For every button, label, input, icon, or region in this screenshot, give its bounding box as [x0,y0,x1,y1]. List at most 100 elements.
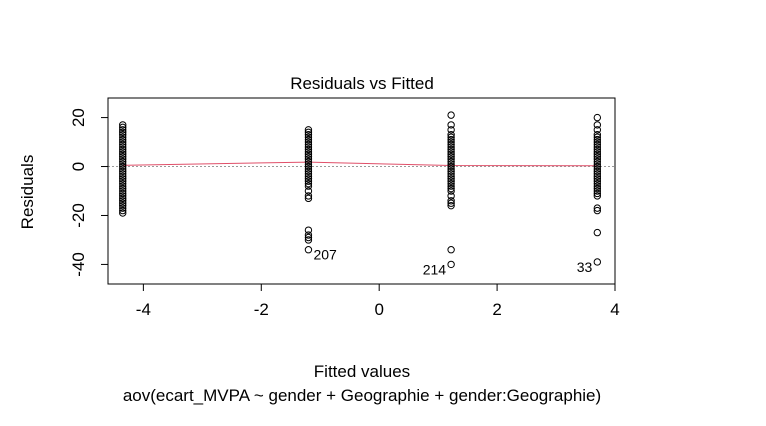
residual-point [119,126,127,134]
residual-point [304,177,313,185]
residual-point [593,148,602,156]
outlier-label: 33 [577,259,593,275]
residual-point [593,153,602,161]
residual-point [304,175,313,183]
residual-point [593,155,602,163]
residual-point [119,162,127,171]
residual-point [304,126,313,134]
residual-point [447,150,455,158]
x-axis-label: Fitted values [314,362,410,381]
plot-frame [107,97,616,285]
y-tick-label: -20 [69,203,88,228]
residual-point [304,131,313,139]
residual-point [593,165,602,173]
chart-subtitle: aov(ecart_MVPA ~ gender + Geographie + g… [123,386,601,405]
residual-point [447,160,455,168]
residual-point [119,165,127,173]
residual-point [304,231,313,239]
residual-point [447,155,455,163]
residual-point [304,192,313,200]
residual-point [304,226,313,234]
residual-point [119,177,127,185]
residual-point [304,172,313,181]
x-tick-label: 0 [374,300,383,319]
smoothed-trend-line [122,161,598,167]
residual-point [447,170,455,178]
y-tick-label: -40 [69,252,88,277]
residual-point [593,138,602,146]
residual-point [447,192,455,200]
residual-point [119,153,127,161]
residual-point [119,189,127,198]
residual-point [447,162,455,171]
residual-point [304,128,313,136]
residual-point [447,199,455,207]
residual-point [593,157,602,166]
residual-point [447,145,455,154]
residual-point [593,172,602,181]
residual-points [119,111,602,269]
residual-point [304,138,313,146]
x-tick-label: -2 [254,300,269,319]
residual-point [593,204,602,212]
residual-point [119,179,127,188]
residual-point [593,150,602,158]
residual-point [447,179,455,188]
residual-point [304,160,313,168]
residual-point [304,145,313,154]
residual-point [304,187,313,195]
residual-point [304,167,313,176]
y-tick-label: 20 [69,108,88,127]
residual-point [119,150,127,158]
residual-point [119,123,127,132]
residual-point [593,133,602,141]
residual-point [447,131,455,139]
residual-point [119,209,127,217]
residual-point [119,170,127,178]
residual-point [593,175,602,183]
residual-point [447,246,455,254]
residual-point [304,233,313,242]
residual-point [119,160,127,168]
residual-point [447,184,455,193]
residual-point [593,121,602,129]
residual-point [304,236,313,244]
residual-point [447,121,455,129]
residual-point [447,143,455,151]
residual-point [447,177,455,185]
residual-point [304,140,313,149]
residual-point [593,126,602,134]
residual-point [447,182,455,190]
residual-point [593,170,602,178]
residual-point [304,182,313,190]
residual-point [304,150,313,158]
residual-point [119,157,127,166]
outlier-labels: 207 214 33 [313,247,592,278]
residual-point [593,258,602,266]
residual-point [304,179,313,188]
residual-point [593,162,602,171]
residual-point [304,135,313,144]
residual-point [593,177,602,185]
residual-point [593,131,602,139]
residual-point [447,135,455,144]
residual-point [304,157,313,166]
x-tick-label: 2 [492,300,501,319]
residual-point [447,133,455,141]
residual-point [119,182,127,190]
residual-point [304,165,313,173]
residual-point [447,260,455,269]
residual-point [119,201,127,210]
residual-point [593,189,602,198]
residual-point [119,194,127,203]
residual-point [304,133,313,141]
residual-point [119,204,127,212]
residual-point [447,153,455,161]
residual-point [593,206,602,215]
residual-point [447,197,455,205]
residual-point [304,246,313,254]
residual-point [593,167,602,176]
residual-point [119,133,127,141]
residual-point [447,187,455,195]
